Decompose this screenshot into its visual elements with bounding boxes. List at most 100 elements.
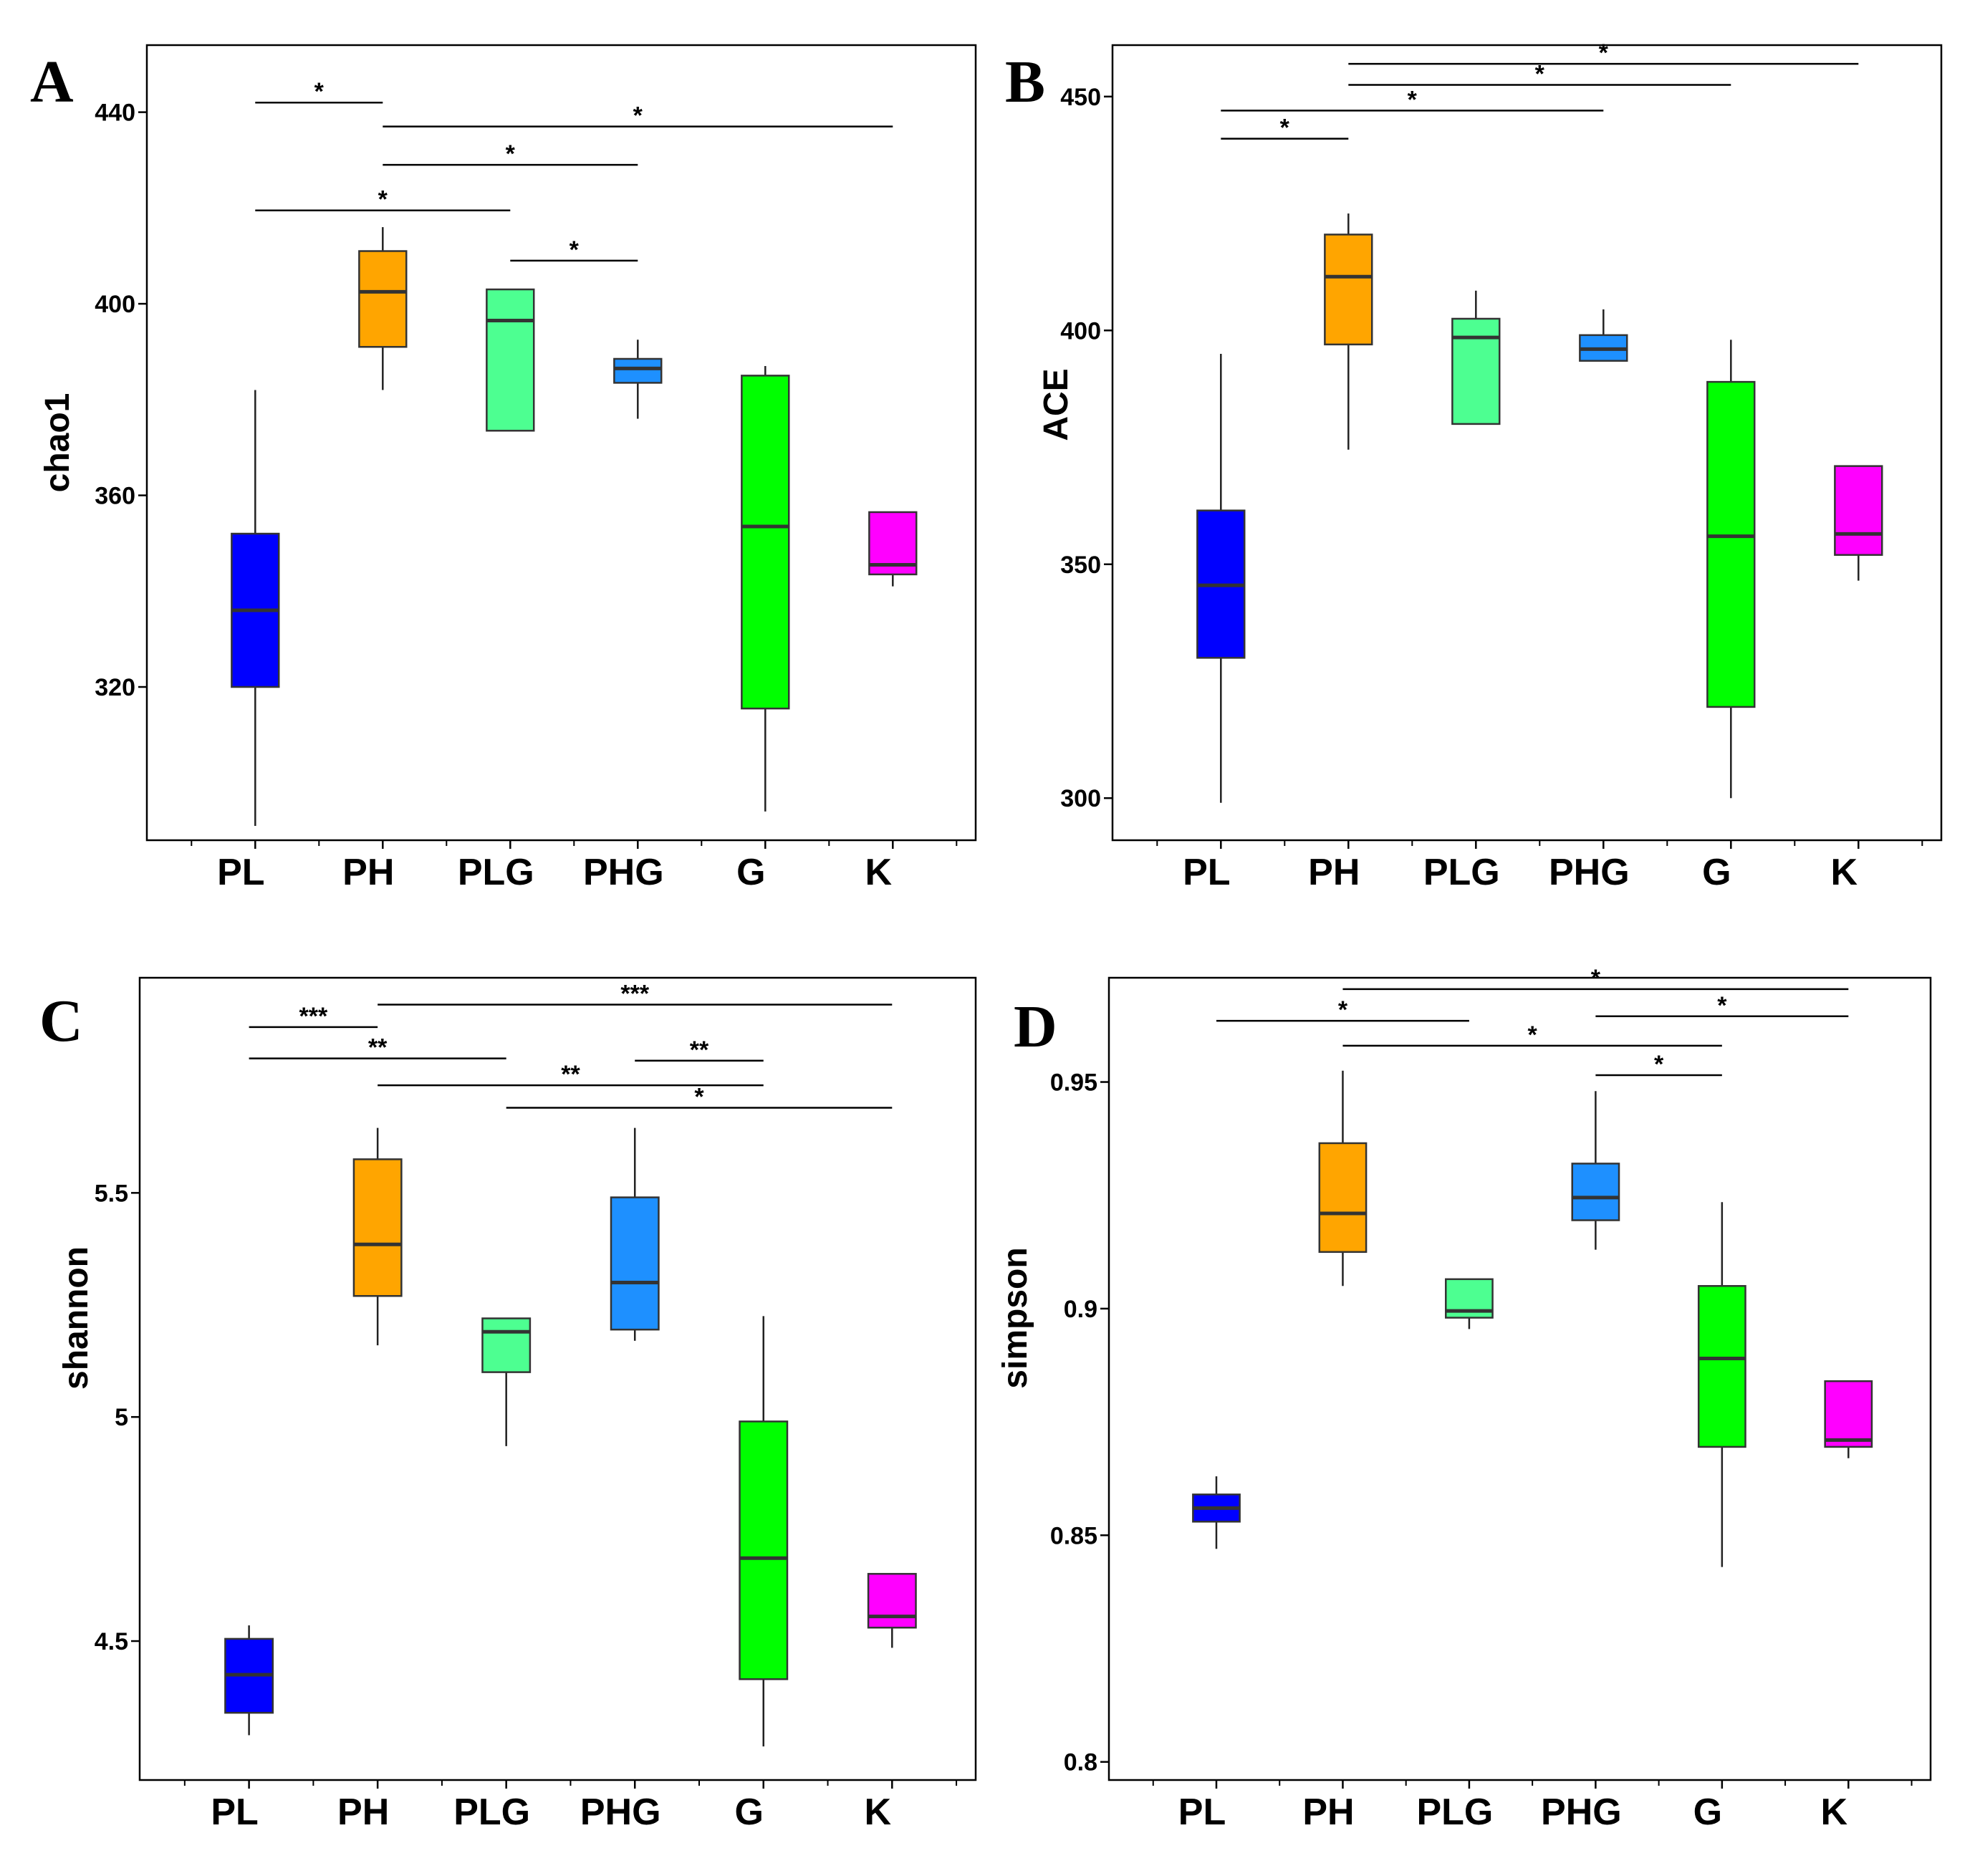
y-tick-label: 400 bbox=[1060, 317, 1101, 345]
box-body bbox=[613, 357, 663, 384]
significance-label: *** bbox=[620, 981, 649, 1008]
x-tick-label: K bbox=[1831, 852, 1858, 893]
x-tick-label: PLG bbox=[1423, 852, 1500, 893]
significance-label: * bbox=[694, 1083, 704, 1110]
x-tick-label: PL bbox=[217, 852, 264, 893]
y-tick-label: 400 bbox=[95, 291, 135, 318]
box-plg bbox=[1451, 290, 1501, 425]
box-g bbox=[1697, 1202, 1746, 1567]
y-tick-label: 0.8 bbox=[1064, 1749, 1097, 1776]
x-tick-label: PHG bbox=[1549, 852, 1630, 893]
box-plg bbox=[1445, 1278, 1494, 1329]
box-g bbox=[741, 366, 790, 812]
significance-label: * bbox=[1528, 1021, 1538, 1049]
box-ph bbox=[358, 227, 408, 390]
box-body bbox=[486, 288, 535, 432]
box-ph bbox=[352, 1127, 403, 1346]
significance-label: * bbox=[633, 102, 643, 130]
x-tick-label: G bbox=[1702, 852, 1731, 893]
box-body bbox=[1318, 1142, 1368, 1254]
significance-label: * bbox=[1591, 965, 1601, 992]
x-tick-label: PLG bbox=[1416, 1791, 1493, 1833]
y-tick-label: 0.85 bbox=[1050, 1522, 1097, 1549]
box-body bbox=[352, 1158, 403, 1297]
y-tick-label: 350 bbox=[1060, 552, 1101, 579]
significance-label: * bbox=[1338, 996, 1348, 1024]
significance-label: ** bbox=[690, 1036, 709, 1064]
significance-label: * bbox=[378, 186, 388, 213]
box-ph bbox=[1318, 1070, 1368, 1286]
box-pl bbox=[1192, 1476, 1241, 1549]
box-body bbox=[358, 250, 408, 348]
box-body bbox=[1451, 317, 1501, 425]
box-phg bbox=[613, 340, 663, 419]
significance-label: *** bbox=[299, 1003, 328, 1030]
x-tick-label: K bbox=[865, 1791, 892, 1833]
panel-letter: D bbox=[1014, 994, 1057, 1060]
box-body bbox=[610, 1196, 660, 1331]
panel-letter: C bbox=[39, 988, 83, 1054]
x-tick-label: PLG bbox=[458, 852, 534, 893]
x-tick-label: K bbox=[865, 852, 893, 893]
x-tick-label: K bbox=[1821, 1791, 1848, 1833]
box-phg bbox=[1571, 1091, 1620, 1250]
significance-label: ** bbox=[368, 1034, 388, 1062]
plot-frame bbox=[1111, 44, 1943, 842]
box-plg bbox=[481, 1317, 532, 1446]
box-k bbox=[868, 511, 918, 587]
box-ph bbox=[1324, 213, 1373, 450]
plot-frame bbox=[138, 976, 977, 1781]
x-tick-label: PHG bbox=[583, 852, 664, 893]
significance-label: * bbox=[570, 236, 580, 264]
box-k bbox=[867, 1572, 917, 1648]
y-axis-label: ACE bbox=[1037, 368, 1075, 441]
panel-b: B ACE 300 350 400 450 PL PH PLG PHG G K * * * * bbox=[1005, 39, 1943, 893]
y-tick-label: 0.9 bbox=[1064, 1296, 1097, 1323]
significance-label: * bbox=[506, 140, 516, 168]
y-axis-label: chao1 bbox=[39, 393, 77, 493]
box-body bbox=[867, 1572, 917, 1629]
plot-frame bbox=[145, 44, 977, 842]
box-k bbox=[1824, 1380, 1873, 1458]
box-body bbox=[739, 1420, 789, 1680]
box-phg bbox=[610, 1127, 660, 1341]
significance-label: * bbox=[314, 78, 325, 105]
x-tick-label: PH bbox=[1308, 852, 1360, 893]
y-tick-label: 5.5 bbox=[95, 1180, 128, 1207]
box-body bbox=[1324, 234, 1373, 346]
x-tick-label: PHG bbox=[1541, 1791, 1622, 1833]
box-body bbox=[1706, 380, 1756, 708]
x-tick-label: PL bbox=[211, 1791, 258, 1833]
x-tick-label: PL bbox=[1178, 1791, 1226, 1833]
box-body bbox=[481, 1317, 532, 1373]
box-body bbox=[1834, 465, 1883, 556]
box-body bbox=[1824, 1380, 1873, 1448]
x-tick-label: G bbox=[1693, 1791, 1722, 1833]
x-tick-label: PLG bbox=[453, 1791, 530, 1833]
box-k bbox=[1834, 465, 1883, 581]
significance-label: * bbox=[1599, 39, 1609, 67]
box-pl bbox=[224, 1625, 274, 1736]
box-pl bbox=[1196, 353, 1246, 803]
y-tick-label: 440 bbox=[95, 100, 135, 127]
significance-label: * bbox=[1408, 86, 1418, 113]
significance-label: * bbox=[1717, 992, 1727, 1019]
x-tick-label: PL bbox=[1183, 852, 1230, 893]
y-axis-label: shannon bbox=[57, 1246, 95, 1390]
x-tick-label: G bbox=[736, 852, 765, 893]
box-body bbox=[1697, 1285, 1746, 1448]
box-plg bbox=[486, 288, 535, 432]
y-tick-label: 320 bbox=[95, 674, 135, 701]
y-axis-label: simpson bbox=[996, 1247, 1034, 1388]
box-pl bbox=[231, 390, 280, 826]
x-tick-label: G bbox=[735, 1791, 764, 1833]
box-body bbox=[741, 375, 790, 710]
x-tick-label: PH bbox=[1302, 1791, 1354, 1833]
panel-letter: B bbox=[1005, 49, 1045, 115]
y-tick-label: 5 bbox=[115, 1404, 128, 1431]
significance-label: * bbox=[1654, 1051, 1664, 1078]
y-tick-label: 0.95 bbox=[1050, 1069, 1097, 1097]
significance-label: * bbox=[1535, 61, 1545, 88]
significance-label: * bbox=[1280, 115, 1290, 142]
